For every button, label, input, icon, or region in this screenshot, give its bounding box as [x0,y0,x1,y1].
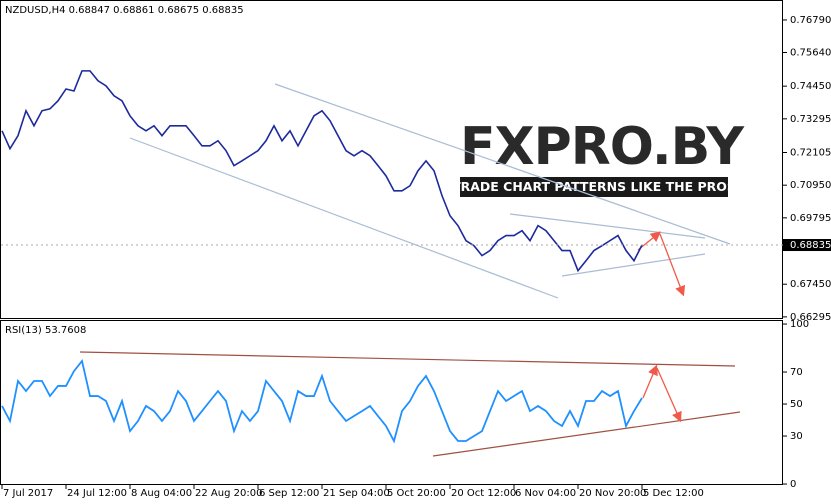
y-tick-label: 30 [790,431,803,442]
x-tick-label: 8 Aug 04:00 [131,488,192,499]
rsi-title: RSI(13) 53.7608 [5,325,86,336]
triangle-lower [561,253,706,277]
x-tick-label: 20 Nov 20:00 [579,488,646,499]
rsi-lower [432,411,741,457]
x-tick-label: 24 Jul 12:00 [67,488,127,499]
arrow [642,364,658,399]
price-box [783,239,831,252]
x-tick-label: 5 Dec 12:00 [643,488,704,499]
chart-title: NZDUSD,H4 0.68847 0.68861 0.68675 0.6883… [5,5,244,16]
y-tick-label: 0.76790 [790,15,831,26]
channel-upper [274,83,731,245]
x-tick-label: 7 Jul 2017 [3,488,53,499]
watermark-tagline: TRADE CHART PATTERNS LIKE THE PROS [452,179,736,194]
rsi-panel [0,320,783,485]
y-tick-label: 0.70950 [790,180,831,191]
y-tick-label: 0.73295 [790,114,831,125]
y-tick-label: 0.67450 [790,279,831,290]
y-tick-label: 0.72105 [790,148,831,159]
x-tick-label: 5 Oct 20:00 [387,488,446,499]
series-line [1,70,643,273]
rsi-trendlines [79,351,741,457]
watermark-title: FXPRO.BY [460,117,745,177]
watermark-bar [460,177,728,197]
x-tick-label: 22 Aug 20:00 [195,488,262,499]
x-tick-label: 21 Sep 04:00 [323,488,390,499]
y-tick-label: 0.75640 [790,47,831,58]
channel-lower [129,137,559,299]
y-tick-label: 0.69795 [790,213,831,224]
price-trendlines [129,83,731,299]
x-tick-label: 6 Sep 12:00 [259,488,319,499]
y-tick-label: 0.66295 [790,312,831,323]
triangle-upper [509,213,706,239]
watermark: FXPRO.BY TRADE CHART PATTERNS LIKE THE P… [452,116,747,197]
series-line [1,358,643,444]
y-tick-label: 100 [790,319,809,330]
x-tick-label: 6 Nov 04:00 [515,488,576,499]
y-tick-label: 50 [790,399,803,410]
arrow [659,233,686,297]
rsi-upper [79,351,736,367]
current-price-label: 0.68835 [790,240,831,251]
arrow [656,367,682,423]
y-tick-label: 70 [790,367,803,378]
y-tick-label: 0 [790,479,796,490]
x-tick-label: 20 Oct 12:00 [451,488,516,499]
price-panel [0,0,783,319]
y-tick-label: 0.74450 [790,81,831,92]
